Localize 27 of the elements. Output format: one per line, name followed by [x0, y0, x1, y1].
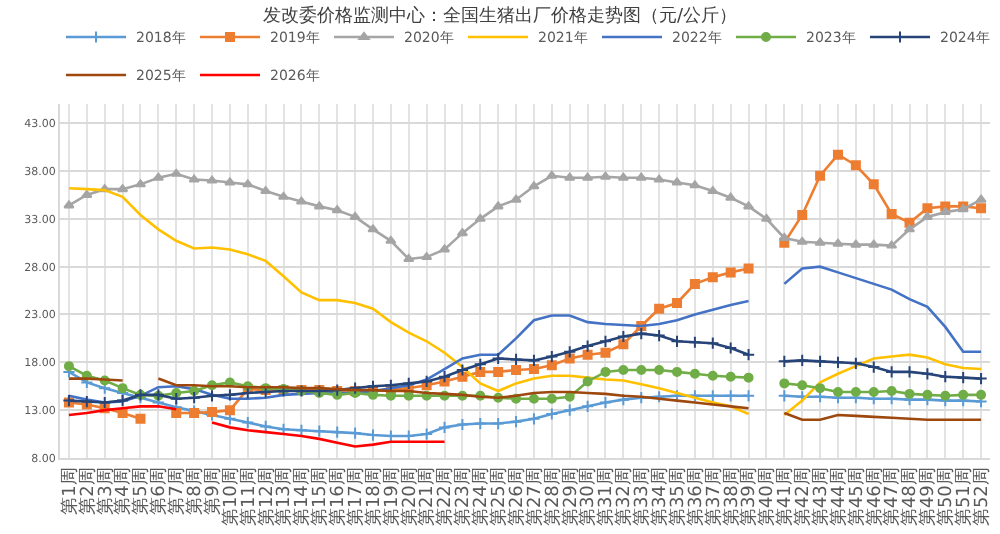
x-tick-label: 第43周: [809, 467, 832, 527]
x-tick-label: 第2周: [76, 467, 99, 515]
x-tick-label: 第19周: [380, 467, 403, 527]
x-tick-label: 第3周: [94, 467, 117, 515]
x-tick-label: 第11周: [237, 467, 260, 527]
x-tick-label: 第20周: [398, 467, 421, 527]
x-tick-label: 第52周: [970, 467, 993, 527]
x-tick-label: 第45周: [845, 467, 868, 527]
x-tick-label: 第38周: [720, 467, 743, 527]
x-tick-label: 第34周: [648, 467, 671, 527]
x-tick-label: 第12周: [255, 467, 278, 527]
x-tick-label: 第27周: [523, 467, 546, 527]
x-tick-label: 第44周: [827, 467, 850, 527]
x-tick-label: 第10周: [219, 467, 242, 527]
chart-title: 发改委价格监测中心：全国生猪出厂价格走势图（元/公斤）: [262, 4, 738, 27]
x-tick-label: 第1周: [58, 467, 81, 515]
x-tick-label: 第9周: [201, 467, 224, 515]
x-tick-label: 第17周: [344, 467, 367, 527]
x-tick-label: 第26周: [505, 467, 528, 527]
x-tick-label: 第8周: [183, 467, 206, 515]
x-tick-label: 第46周: [863, 467, 886, 527]
x-tick-label: 第29周: [559, 467, 582, 527]
x-tick-label: 第18周: [362, 467, 385, 527]
x-tick-label: 第28周: [541, 467, 564, 527]
x-tick-label: 第35周: [666, 467, 689, 527]
x-tick-label: 第36周: [684, 467, 707, 527]
x-tick-label: 第37周: [702, 467, 725, 527]
